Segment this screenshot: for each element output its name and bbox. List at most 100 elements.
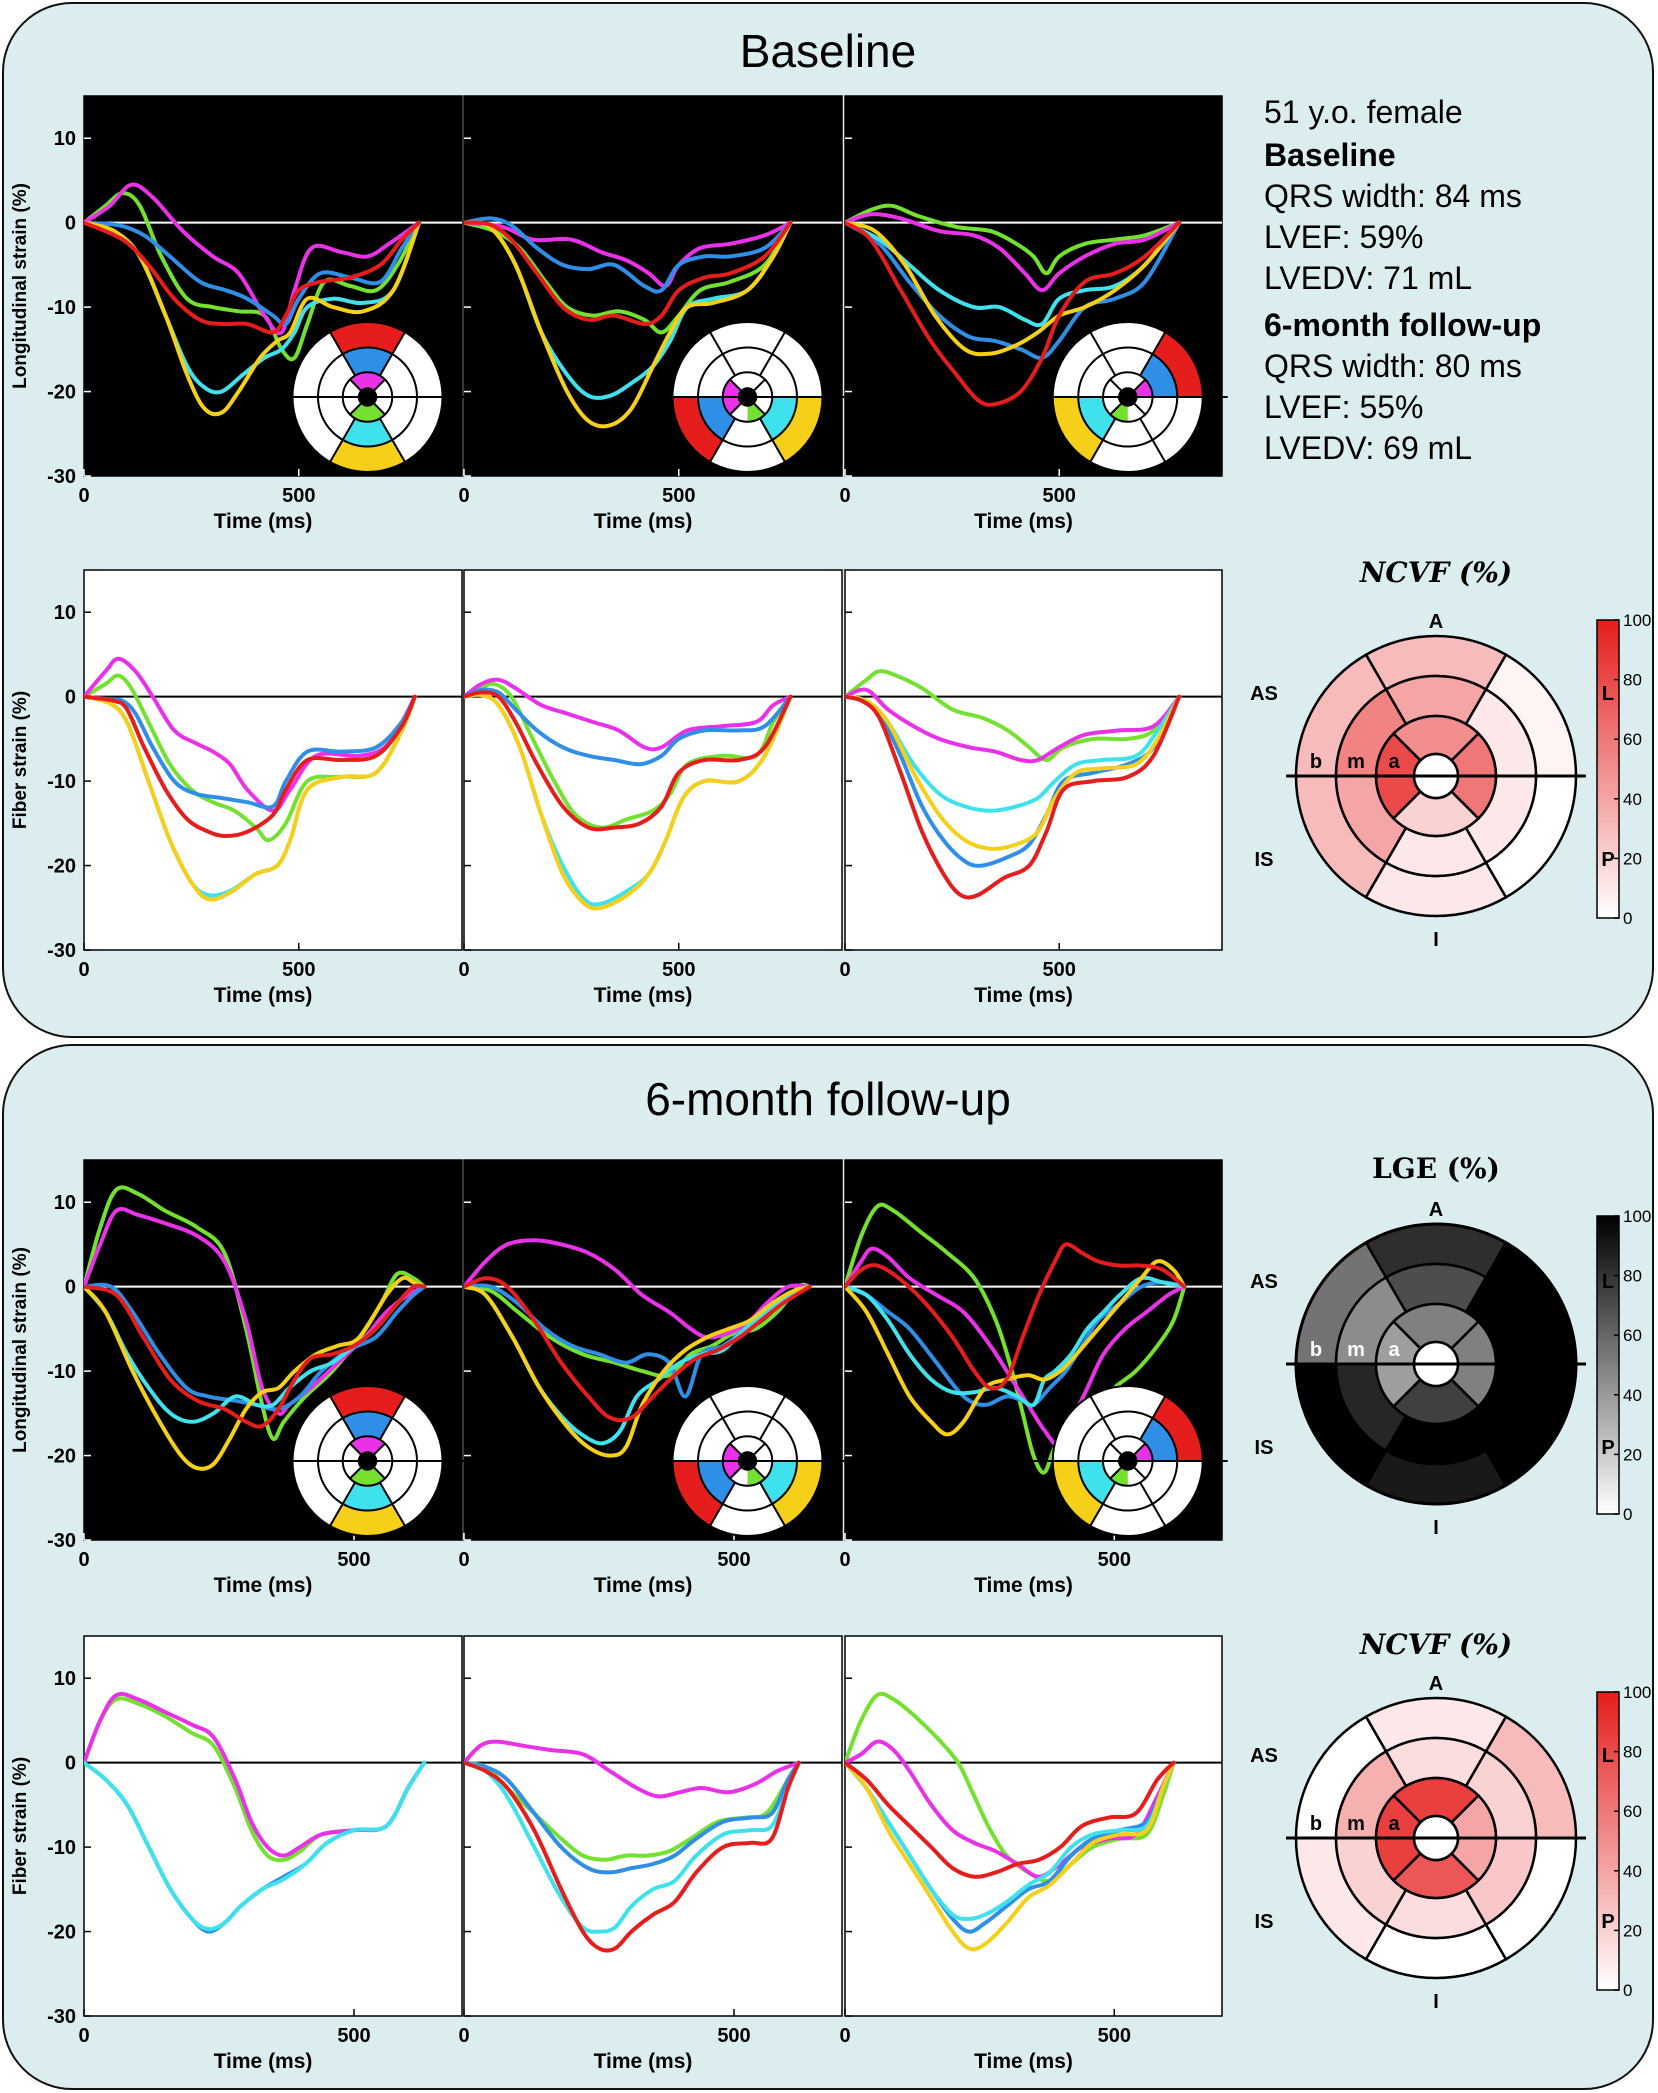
colorbar-tick-label: 40 bbox=[1623, 790, 1642, 809]
x-tick-label: 0 bbox=[839, 959, 850, 981]
mini-divider bbox=[379, 331, 406, 377]
direction-label: A bbox=[1429, 1673, 1443, 1695]
ring-label-mid: m bbox=[1347, 751, 1365, 773]
direction-label: IS bbox=[1255, 1911, 1274, 1933]
series-line-red bbox=[845, 694, 1182, 900]
bullseye-title: NCVF (%) bbox=[1359, 1628, 1512, 1661]
series-line-red bbox=[845, 1760, 1176, 1879]
strain-plot-0-2 bbox=[844, 95, 1228, 477]
series-group bbox=[84, 1185, 427, 1471]
y-tick-label: -20 bbox=[47, 382, 76, 404]
mini-seg-basal-right bbox=[1152, 332, 1203, 397]
mini-divider bbox=[729, 1442, 742, 1455]
series-group bbox=[845, 669, 1182, 900]
colorbar-tick-label: 100 bbox=[1623, 1683, 1651, 1702]
strain-plot-3-1 bbox=[463, 1635, 843, 2017]
y-tick-label: -10 bbox=[47, 297, 76, 319]
mini-divider bbox=[1133, 1467, 1146, 1480]
x-tick-label: 0 bbox=[839, 1549, 850, 1571]
direction-label: A bbox=[1429, 611, 1443, 633]
mini-center bbox=[1118, 387, 1138, 407]
mini-divider bbox=[1109, 378, 1122, 391]
colorbar-tick-label: 60 bbox=[1623, 730, 1642, 749]
colorbar-tick-label: 40 bbox=[1623, 1862, 1642, 1881]
mini-divider bbox=[379, 417, 406, 463]
mini-seg-mid-right bbox=[759, 397, 797, 440]
y-axis-label: Longitudinal strain (%) bbox=[10, 183, 31, 389]
strain-plot-2-1 bbox=[463, 1159, 848, 1541]
colorbar-tick-label: 0 bbox=[1623, 1505, 1632, 1524]
mini-seg-basal-anterior bbox=[330, 322, 405, 355]
mini-divider bbox=[373, 1442, 386, 1455]
strain-plot-1-0 bbox=[83, 569, 463, 951]
y-tick-label: -20 bbox=[47, 1922, 76, 1944]
mini-center bbox=[737, 387, 758, 407]
mini-seg-mid-left bbox=[1078, 397, 1116, 440]
x-tick-label: 500 bbox=[1098, 2025, 1131, 2047]
series-line-blue bbox=[464, 216, 793, 294]
x-tick-label: 500 bbox=[1043, 959, 1076, 981]
direction-label: AS bbox=[1250, 1271, 1278, 1293]
series-group bbox=[464, 1238, 812, 1458]
series-line-blue bbox=[464, 687, 793, 767]
mini-seg-apical-inferior bbox=[349, 1467, 386, 1486]
strain-plot-3-0 bbox=[83, 1635, 463, 2017]
mini-divider bbox=[753, 378, 766, 391]
colorbar-tick-label: 100 bbox=[1623, 611, 1651, 630]
plot-area bbox=[83, 1635, 463, 2017]
series-line-red bbox=[464, 1760, 801, 1953]
mini-seg-basal-left bbox=[672, 397, 723, 462]
followup-qrs: QRS width: 80 ms bbox=[1264, 348, 1522, 384]
mini-divider bbox=[373, 1467, 386, 1480]
series-line-green bbox=[845, 1202, 1187, 1475]
series-line-blue bbox=[84, 694, 417, 810]
colorbar-tick-label: 20 bbox=[1623, 1445, 1642, 1464]
x-axis-label: Time (ms) bbox=[214, 1574, 313, 1597]
mini-divider bbox=[1139, 417, 1167, 463]
mini-divider bbox=[709, 417, 736, 463]
series-line-yellow bbox=[845, 1760, 1176, 1952]
series-line-cyan bbox=[464, 1760, 801, 1934]
mini-seg-basal-right bbox=[1152, 1396, 1203, 1461]
mini-seg-mid-left bbox=[698, 1461, 736, 1504]
series-line-yellow bbox=[464, 1284, 812, 1458]
direction-label: P bbox=[1601, 849, 1614, 871]
mini-divider bbox=[349, 1442, 362, 1455]
x-tick-label: 500 bbox=[337, 2025, 370, 2047]
bullseye-map-1 bbox=[1286, 1215, 1620, 1515]
x-axis-label: Time (ms) bbox=[594, 1574, 693, 1597]
mini-divider bbox=[1109, 403, 1122, 416]
colorbar bbox=[1596, 1691, 1620, 1991]
mini-bullseye-posterior bbox=[1027, 321, 1228, 473]
x-axis-label: Time (ms) bbox=[214, 984, 313, 1007]
strain-plot-0-0 bbox=[83, 95, 468, 477]
x-tick-label: 500 bbox=[717, 2025, 750, 2047]
mini-seg-apical-anterior bbox=[349, 1436, 386, 1455]
mini-divider bbox=[349, 403, 362, 416]
colorbar bbox=[1596, 1215, 1620, 1515]
mini-divider bbox=[1139, 331, 1167, 377]
series-line-cyan bbox=[845, 1760, 1176, 1921]
mini-divider bbox=[1109, 1467, 1122, 1480]
mini-bullseye-posterior bbox=[1027, 1385, 1228, 1537]
mini-seg-basal-left bbox=[1052, 1461, 1103, 1526]
x-tick-label: 500 bbox=[662, 959, 695, 981]
y-tick-label: 10 bbox=[54, 602, 76, 624]
panel-title-followup: 6-month follow-up bbox=[645, 1073, 1011, 1125]
mini-seg-mid-right bbox=[1140, 354, 1178, 397]
strain-plot-1-2 bbox=[844, 569, 1223, 951]
y-tick-label: 0 bbox=[65, 1753, 76, 1775]
mini-bullseye-septal-lateral bbox=[267, 321, 468, 473]
mini-seg-mid-left bbox=[698, 397, 736, 440]
plot-area bbox=[83, 1159, 463, 1541]
x-axis-label: Time (ms) bbox=[974, 984, 1073, 1007]
mini-divider bbox=[759, 331, 786, 377]
mini-divider bbox=[1089, 417, 1117, 463]
mini-center bbox=[1118, 1451, 1138, 1471]
x-tick-label: 0 bbox=[839, 2025, 850, 2047]
direction-label: P bbox=[1601, 1437, 1614, 1459]
baseline-qrs: QRS width: 84 ms bbox=[1264, 178, 1522, 214]
ring-label-basal: b bbox=[1310, 751, 1322, 773]
colorbar-tick-label: 20 bbox=[1623, 1921, 1642, 1940]
